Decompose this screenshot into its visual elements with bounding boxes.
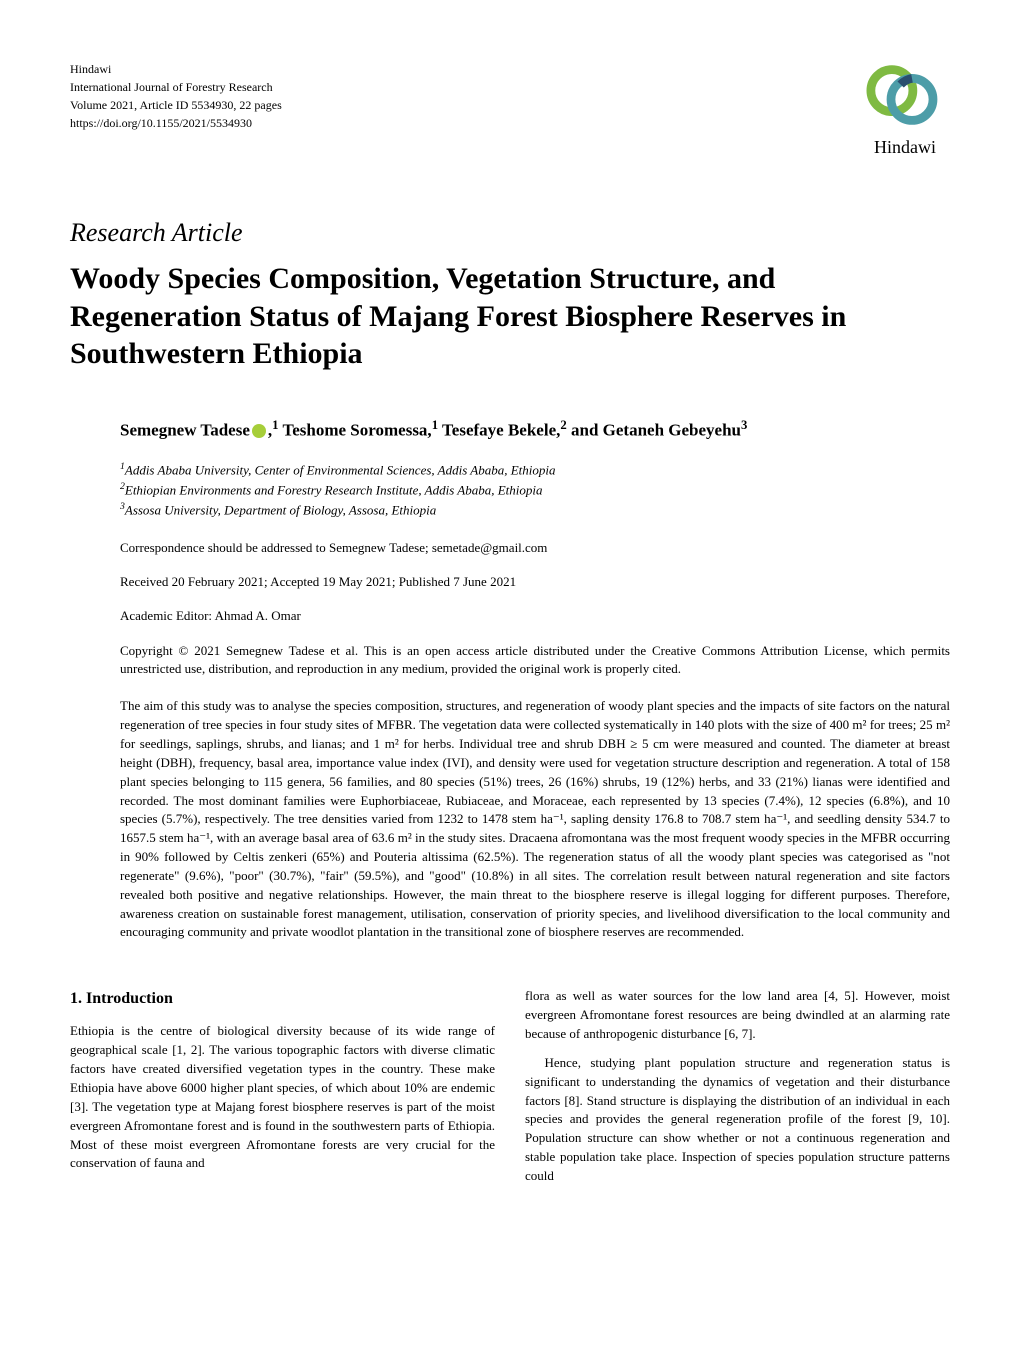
author-1-sup: 1	[272, 418, 278, 432]
left-column: 1. Introduction Ethiopia is the centre o…	[70, 987, 495, 1185]
author-2-sup: 1	[432, 418, 438, 432]
logo-text: Hindawi	[860, 137, 950, 158]
copyright-notice: Copyright © 2021 Semegnew Tadese et al. …	[120, 642, 950, 680]
header-row: Hindawi International Journal of Forestr…	[70, 60, 950, 158]
author-3-sup: 2	[560, 418, 566, 432]
affiliation-2: 2Ethiopian Environments and Forestry Res…	[120, 480, 950, 500]
orcid-icon[interactable]	[252, 424, 266, 438]
author-4-sup: 3	[741, 418, 747, 432]
publisher-logo: Hindawi	[860, 60, 950, 158]
abstract: The aim of this study was to analyse the…	[120, 697, 950, 942]
body-columns: 1. Introduction Ethiopia is the centre o…	[70, 987, 950, 1185]
authors-line: Semegnew Tadese,1 Teshome Soromessa,1 Te…	[120, 418, 950, 441]
correspondence: Correspondence should be addressed to Se…	[120, 540, 950, 556]
publication-dates: Received 20 February 2021; Accepted 19 M…	[120, 574, 950, 590]
journal-name: International Journal of Forestry Resear…	[70, 78, 282, 96]
right-column-text: flora as well as water sources for the l…	[525, 987, 950, 1185]
author-2: Teshome Soromessa,	[282, 420, 431, 439]
journal-info: Hindawi International Journal of Forestr…	[70, 60, 282, 132]
right-column: flora as well as water sources for the l…	[525, 987, 950, 1185]
hindawi-logo-icon	[860, 60, 950, 130]
volume-info: Volume 2021, Article ID 5534930, 22 page…	[70, 96, 282, 114]
affiliation-3: 3Assosa University, Department of Biolog…	[120, 500, 950, 520]
academic-editor: Academic Editor: Ahmad A. Omar	[120, 608, 950, 624]
author-3: Tesefaye Bekele,	[442, 420, 560, 439]
left-column-text: Ethiopia is the centre of biological div…	[70, 1022, 495, 1173]
publisher-name: Hindawi	[70, 60, 282, 78]
affiliation-1: 1Addis Ababa University, Center of Envir…	[120, 460, 950, 480]
article-type: Research Article	[70, 218, 950, 248]
section-heading: 1. Introduction	[70, 987, 495, 1010]
author-4: and Getaneh Gebeyehu	[571, 420, 741, 439]
affiliations: 1Addis Ababa University, Center of Envir…	[120, 460, 950, 519]
doi-link[interactable]: https://doi.org/10.1155/2021/5534930	[70, 114, 282, 132]
author-1: Semegnew Tadese	[120, 420, 250, 439]
paper-title: Woody Species Composition, Vegetation St…	[70, 260, 950, 373]
